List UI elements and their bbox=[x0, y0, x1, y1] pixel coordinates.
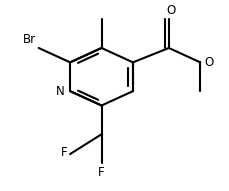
Text: F: F bbox=[61, 146, 68, 159]
Text: Br: Br bbox=[23, 33, 36, 46]
Text: O: O bbox=[204, 56, 213, 69]
Text: F: F bbox=[98, 166, 104, 179]
Text: N: N bbox=[55, 85, 64, 98]
Text: O: O bbox=[166, 4, 175, 17]
